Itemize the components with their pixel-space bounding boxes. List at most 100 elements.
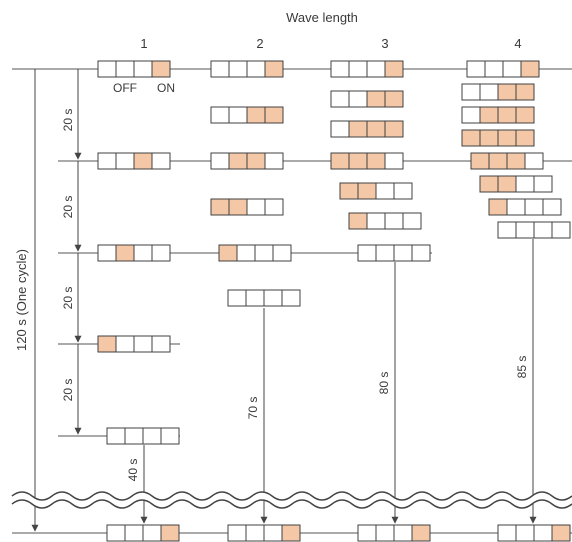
segment-block (97, 152, 171, 170)
segment-on (461, 129, 481, 147)
segment-off (533, 175, 553, 193)
segment-block (339, 182, 413, 200)
segment-on (97, 335, 117, 353)
segment-on (339, 182, 359, 200)
segment-off (263, 524, 283, 542)
segment-off (264, 152, 284, 170)
break-wave (11, 491, 572, 509)
segment-off (330, 120, 350, 138)
legend-off-label: OFF (113, 81, 137, 95)
segment-on (506, 152, 526, 170)
segment-on (497, 106, 517, 124)
segment-off (133, 60, 153, 78)
segment-off (151, 244, 171, 262)
segment-off (227, 524, 247, 542)
segment-off (281, 289, 301, 307)
segment-block (210, 60, 284, 78)
segment-off (263, 289, 283, 307)
segment-off (461, 83, 481, 101)
segment-off (357, 524, 377, 542)
segment-block (218, 244, 292, 262)
segment-block (461, 83, 535, 101)
segment-block (210, 152, 284, 170)
segment-off (133, 244, 153, 262)
segment-off (124, 427, 144, 445)
segment-on (348, 120, 368, 138)
segment-off (264, 198, 284, 216)
segment-off (142, 427, 162, 445)
segment-off (133, 335, 153, 353)
segment-on (218, 244, 238, 262)
segment-block (461, 106, 535, 124)
segment-off (384, 212, 404, 230)
segment-on (479, 129, 499, 147)
segment-off (97, 244, 117, 262)
segment-off (402, 212, 422, 230)
segment-off (228, 106, 248, 124)
segment-off (210, 152, 230, 170)
segment-on (384, 90, 404, 108)
cycle-label: 120 s (One cycle) (14, 249, 29, 351)
column-header-3: 3 (381, 36, 388, 51)
segment-on (264, 60, 284, 78)
step-label-1: 20 s (61, 109, 75, 132)
segment-off (375, 182, 395, 200)
segment-blocks (97, 60, 571, 542)
segment-off (115, 60, 135, 78)
segment-block (330, 152, 404, 170)
segment-off (515, 175, 535, 193)
segment-off (228, 60, 248, 78)
segment-block (97, 244, 171, 262)
segment-on (228, 152, 248, 170)
segment-block (227, 289, 301, 307)
diagram-title: Wave length (286, 10, 358, 25)
segment-off (160, 427, 180, 445)
step-label-2: 20 s (61, 196, 75, 219)
segment-on (497, 129, 517, 147)
segment-on (384, 60, 404, 78)
column-header-2: 2 (256, 36, 263, 51)
segment-off (151, 152, 171, 170)
segment-off (524, 198, 544, 216)
segment-block (461, 129, 535, 147)
segment-block (497, 524, 571, 542)
segment-on (551, 524, 571, 542)
segment-off (330, 90, 350, 108)
segment-off (124, 524, 144, 542)
segment-off (210, 60, 230, 78)
segment-on (160, 524, 180, 542)
segment-off (411, 244, 431, 262)
step-label-4: 20 s (61, 379, 75, 402)
segment-on (348, 212, 368, 230)
segment-on (133, 152, 153, 170)
segment-off (542, 198, 562, 216)
segment-on (264, 106, 284, 124)
drop-label-3: 80 s (377, 372, 391, 395)
segment-off (393, 182, 413, 200)
segment-off (497, 221, 517, 239)
segment-off (551, 221, 571, 239)
segment-off (466, 60, 486, 78)
segment-on (497, 83, 517, 101)
segment-on (515, 129, 535, 147)
segment-off (533, 221, 553, 239)
segment-off (506, 198, 526, 216)
segment-block (210, 198, 284, 216)
segment-off (272, 244, 292, 262)
segment-block (97, 60, 171, 78)
segment-block (97, 335, 171, 353)
segment-off (479, 83, 499, 101)
segment-on (497, 175, 517, 193)
segment-on (520, 60, 540, 78)
segment-on (488, 198, 508, 216)
segment-on (384, 120, 404, 138)
legend-on-label: ON (157, 81, 175, 95)
segment-off (330, 60, 350, 78)
segment-block (357, 244, 431, 262)
segment-off (97, 152, 117, 170)
segment-block (106, 427, 180, 445)
segment-off (106, 524, 126, 542)
segment-off (375, 244, 395, 262)
segment-block (330, 60, 404, 78)
segment-block (479, 175, 553, 193)
